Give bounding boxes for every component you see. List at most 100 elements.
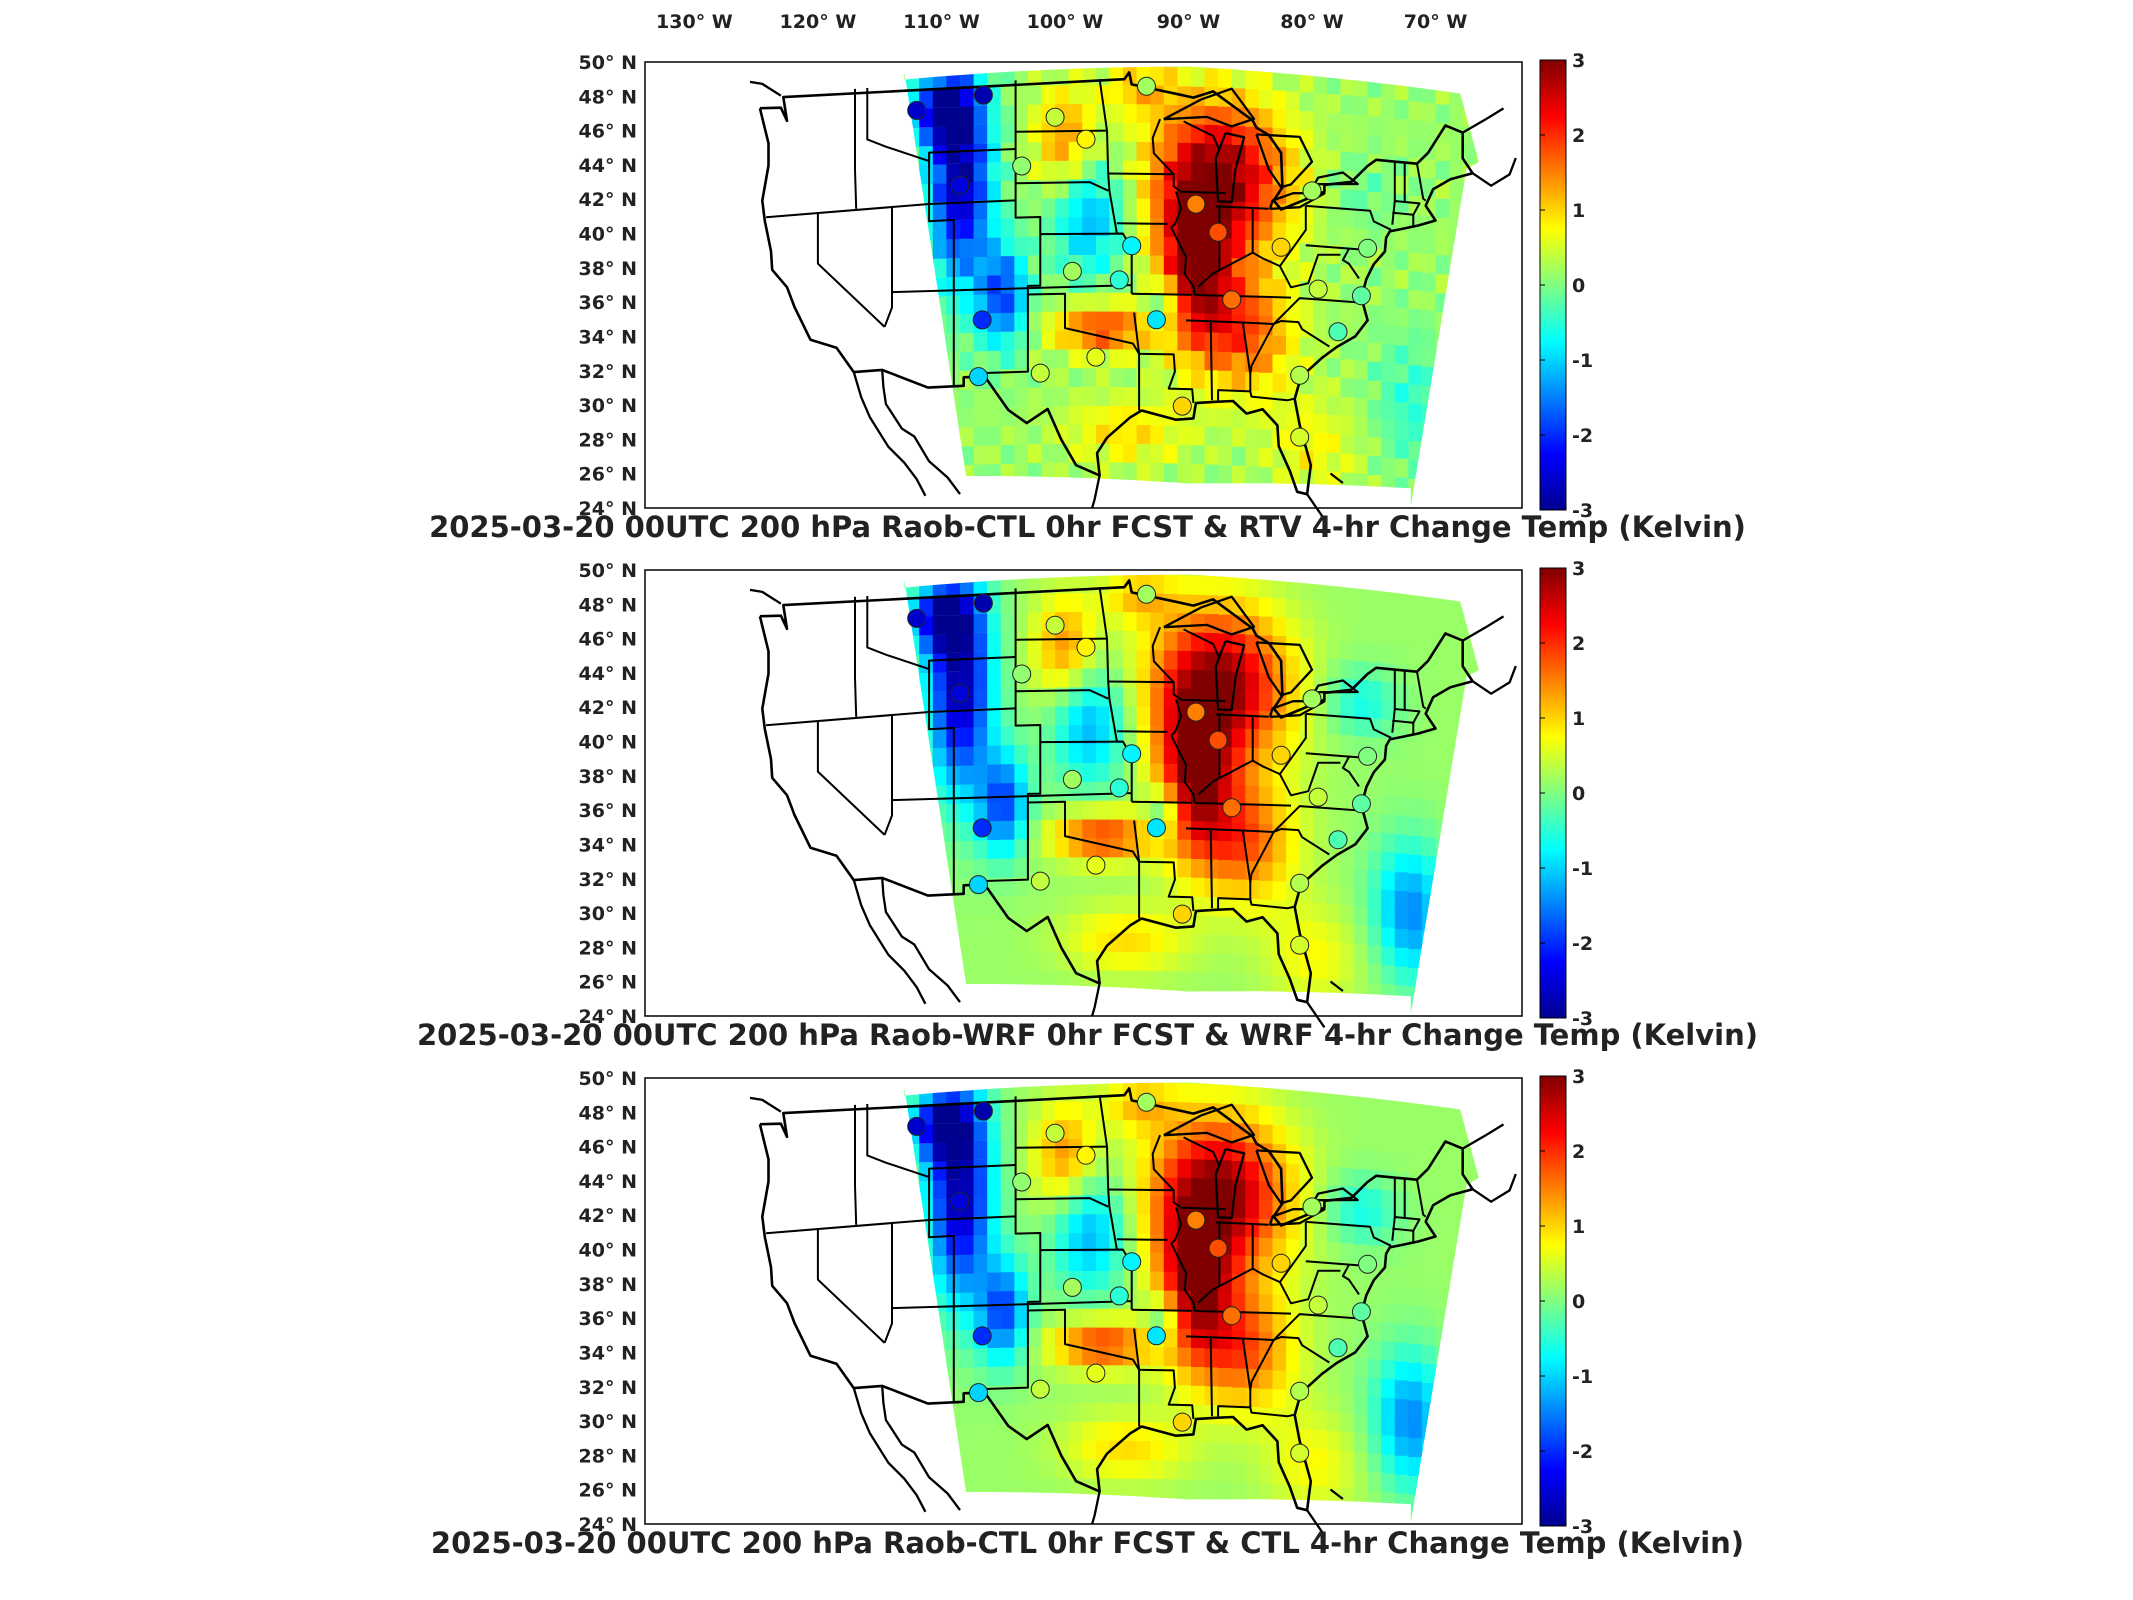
lat-label: 50° N xyxy=(579,52,637,74)
lat-label: 46° N xyxy=(579,629,637,651)
lat-label: 40° N xyxy=(579,1240,637,1262)
station-marker xyxy=(1030,1379,1050,1399)
lat-label: 30° N xyxy=(579,903,637,925)
lat-label: 24° N xyxy=(579,1006,637,1028)
latitude-labels: 50° N 48° N 46° N 44° N 42° N 40° N 38° N 36° N… xyxy=(579,560,637,1028)
station-marker xyxy=(1358,746,1378,766)
station-marker xyxy=(1308,279,1328,299)
station-marker xyxy=(969,875,988,895)
station-marker xyxy=(907,100,927,120)
station-marker xyxy=(1146,818,1166,838)
station-marker xyxy=(1358,238,1378,258)
colorbar-tick-label: -2 xyxy=(1572,425,1593,447)
station-marker xyxy=(1351,286,1371,306)
station-marker xyxy=(1328,1338,1348,1358)
station-marker xyxy=(973,1101,993,1121)
station-marker xyxy=(1109,1286,1129,1306)
lat-label: 28° N xyxy=(579,429,637,451)
colorbar-tick-label: -1 xyxy=(1572,858,1593,880)
lat-label: 42° N xyxy=(579,697,637,719)
station-marker xyxy=(973,85,993,105)
lon-label: 120° W xyxy=(780,11,857,33)
colorbar-tick-label: 2 xyxy=(1572,633,1585,655)
station-marker xyxy=(1122,236,1142,256)
station-marker xyxy=(1076,129,1096,149)
station-marker xyxy=(1030,871,1050,891)
lat-label: 38° N xyxy=(579,1274,637,1296)
colorbar-tick-label: -2 xyxy=(1572,1441,1593,1463)
lat-label: 26° N xyxy=(579,1480,637,1502)
station-marker xyxy=(1302,1197,1322,1217)
station-marker xyxy=(1290,873,1310,893)
lat-label: 36° N xyxy=(579,1308,637,1330)
colorbar-tick-label: 3 xyxy=(1572,50,1585,72)
map-panel: 50° N 48° N 46° N 44° N 42° N 40° N 38° N 36° N… xyxy=(417,558,1758,1052)
colorbar-tick-label: 1 xyxy=(1572,200,1585,222)
lat-label: 28° N xyxy=(579,937,637,959)
colorbar-tick-label: 3 xyxy=(1572,1066,1585,1088)
station-marker xyxy=(1012,1172,1032,1192)
lat-label: 40° N xyxy=(579,224,637,246)
station-marker xyxy=(1208,222,1228,242)
station-marker xyxy=(1290,1381,1310,1401)
station-marker xyxy=(950,1191,970,1211)
station-marker xyxy=(1351,1302,1371,1322)
station-marker xyxy=(1172,1412,1192,1432)
station-marker xyxy=(1208,1238,1228,1258)
station-marker xyxy=(1290,935,1310,955)
station-marker xyxy=(1208,730,1228,750)
station-marker xyxy=(972,818,992,838)
longitude-labels: 130° W 120° W 110° W 100° W 90° W 80° W 70° W xyxy=(656,11,1467,33)
panel-title: 2025-03-20 00UTC 200 hPa Raob-WRF 0hr FC… xyxy=(417,1018,1758,1052)
station-marker xyxy=(1186,1210,1206,1230)
geography-lines xyxy=(749,579,1517,1029)
lon-label: 100° W xyxy=(1027,11,1104,33)
lat-label: 50° N xyxy=(579,1068,637,1090)
map-panel: 50° N 48° N 46° N 44° N 42° N 40° N 38° N 36° N… xyxy=(431,1066,1744,1560)
lon-label: 70° W xyxy=(1404,11,1468,33)
station-marker xyxy=(1062,261,1082,281)
station-marker xyxy=(950,683,970,703)
station-marker xyxy=(1186,702,1206,722)
colorbar-tick-label: -3 xyxy=(1572,500,1593,522)
station-marker xyxy=(1271,1253,1291,1273)
station-marker xyxy=(1328,322,1348,342)
station-marker xyxy=(1137,1092,1156,1112)
station-marker xyxy=(1076,1145,1096,1165)
lat-label: 30° N xyxy=(579,1411,637,1433)
station-marker xyxy=(907,1116,927,1136)
lat-label: 44° N xyxy=(579,663,637,685)
lat-label: 50° N xyxy=(579,560,637,582)
map-panel: 50° N 48° N 46° N 44° N 42° N 40° N 38° N 36° N… xyxy=(429,50,1746,544)
raob-stations xyxy=(907,584,1378,955)
lat-label: 46° N xyxy=(579,121,637,143)
station-marker xyxy=(907,608,927,628)
lat-label: 44° N xyxy=(579,1171,637,1193)
station-marker xyxy=(969,367,988,387)
lat-label: 34° N xyxy=(579,1342,637,1364)
colorbar-tick-label: 0 xyxy=(1572,1291,1585,1313)
station-marker xyxy=(1086,347,1106,367)
latitude-labels: 50° N 48° N 46° N 44° N 42° N 40° N 38° N 36° N… xyxy=(579,52,637,520)
panel-title: 2025-03-20 00UTC 200 hPa Raob-CTL 0hr FC… xyxy=(431,1526,1744,1560)
lon-label: 80° W xyxy=(1280,11,1344,33)
station-marker xyxy=(972,310,992,330)
colorbar-tick-label: 3 xyxy=(1572,558,1585,580)
station-marker xyxy=(1062,769,1082,789)
lat-label: 30° N xyxy=(579,395,637,417)
station-marker xyxy=(1186,194,1206,214)
raob-stations xyxy=(907,1092,1378,1463)
lat-label: 38° N xyxy=(579,766,637,788)
lat-label: 34° N xyxy=(579,326,637,348)
station-marker xyxy=(1290,427,1310,447)
station-marker xyxy=(973,593,993,613)
station-marker xyxy=(1045,615,1065,635)
lat-label: 42° N xyxy=(579,189,637,211)
station-marker xyxy=(1271,745,1291,765)
colorbar-tick-label: -3 xyxy=(1572,1008,1593,1030)
panel-title: 2025-03-20 00UTC 200 hPa Raob-CTL 0hr FC… xyxy=(429,510,1746,544)
station-marker xyxy=(969,1383,988,1403)
colorbar-tick-label: 2 xyxy=(1572,125,1585,147)
station-marker xyxy=(1271,237,1291,257)
